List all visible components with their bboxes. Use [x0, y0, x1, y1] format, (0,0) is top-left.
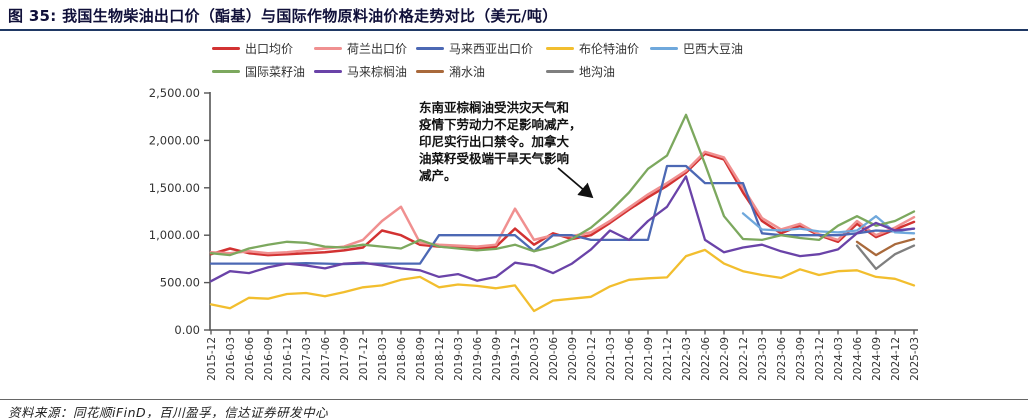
legend-item-2: 马来西亚出口价 [416, 40, 546, 57]
series-line-5 [209, 113, 916, 257]
x-axis-ticks: 2015-12 2016-03 2016-06 2016-09 2016-12 2017-… [206, 330, 921, 381]
legend-label: 潲水油 [449, 65, 486, 79]
x-tick-label: 2020-06 [548, 337, 560, 381]
figure-title: 图 35: 我国生物柴油出口价（酯基）与国际作物原料油价格走势对比（美元/吨） [8, 7, 558, 25]
legend-label: 马来西亚出口价 [449, 42, 534, 56]
x-tick-label: 2022-09 [719, 337, 731, 381]
y-tick-label: 500.00 [160, 276, 200, 290]
legend-line-marker [212, 46, 240, 51]
x-tick-label: 2024-03 [833, 337, 845, 381]
legend-line-marker [212, 69, 240, 74]
y-tick-label: 2,000.00 [149, 133, 200, 147]
x-tick-label: 2016-09 [263, 337, 275, 381]
x-tick-label: 2019-06 [472, 337, 484, 381]
chart-legend: 出口均价 荷兰出口价 马来西亚出口价 布伦特油价 巴西大豆油国际菜籽油 马来棕榈油 潲水油 地… [212, 40, 752, 80]
x-tick-label: 2023-03 [757, 337, 769, 381]
legend-item-1: 荷兰出口价 [314, 40, 416, 57]
legend-label: 布伦特油价 [579, 42, 640, 56]
x-tick-label: 2025-03 [909, 337, 921, 381]
y-tick-label: 1,500.00 [149, 181, 200, 195]
title-divider [0, 29, 1028, 31]
y-tick-label: 1,000.00 [149, 228, 200, 242]
legend-item-8: 地沟油 [546, 63, 650, 80]
x-tick-label: 2019-03 [453, 337, 465, 381]
legend-item-0: 出口均价 [212, 40, 314, 57]
x-tick-label: 2022-12 [738, 337, 750, 381]
series-line-2 [209, 164, 916, 266]
legend-label: 马来棕榈油 [347, 65, 408, 79]
x-tick-label: 2023-12 [814, 337, 826, 381]
x-tick-label: 2023-09 [795, 337, 807, 381]
x-tick-label: 2020-12 [586, 337, 598, 381]
x-tick-label: 2024-12 [890, 337, 902, 381]
legend-line-marker [650, 46, 678, 51]
y-tick-label: 2,500.00 [149, 86, 200, 100]
legend-line-marker [546, 46, 574, 51]
x-tick-label: 2017-06 [320, 337, 332, 381]
x-tick-label: 2024-06 [852, 337, 864, 381]
legend-line-marker [416, 69, 444, 74]
legend-item-7: 潲水油 [416, 63, 546, 80]
legend-line-marker [546, 69, 574, 74]
legend-label: 荷兰出口价 [347, 42, 408, 56]
x-tick-label: 2021-09 [643, 337, 655, 381]
legend-label: 地沟油 [579, 65, 616, 79]
legend-label: 国际菜籽油 [245, 65, 306, 79]
legend-line-marker [416, 46, 444, 51]
x-tick-label: 2018-03 [377, 337, 389, 381]
y-tick-label: 0.00 [174, 323, 200, 337]
x-tick-label: 2018-12 [434, 337, 446, 381]
legend-item-3: 布伦特油价 [546, 40, 650, 57]
source-note: 资料来源：同花顺iFinD，百川盈孚，信达证券研发中心 [8, 405, 329, 418]
annotation-arrow [557, 167, 594, 199]
x-tick-label: 2020-09 [567, 337, 579, 381]
source-divider [0, 399, 1028, 400]
x-tick-label: 2024-09 [871, 337, 883, 381]
legend-item-6: 马来棕榈油 [314, 63, 416, 80]
x-tick-label: 2019-12 [510, 337, 522, 381]
legend-line-marker [314, 46, 342, 51]
x-tick-label: 2021-12 [662, 337, 674, 381]
x-tick-label: 2018-06 [396, 337, 408, 381]
x-tick-label: 2016-06 [244, 337, 256, 381]
x-tick-label: 2019-09 [491, 337, 503, 381]
x-tick-label: 2022-06 [700, 337, 712, 381]
series-line-6 [209, 175, 916, 283]
x-tick-label: 2017-09 [339, 337, 351, 381]
series-line-7 [855, 237, 916, 257]
legend-item-5: 国际菜籽油 [212, 63, 314, 80]
x-tick-label: 2021-06 [624, 337, 636, 381]
x-tick-label: 2021-03 [605, 337, 617, 381]
legend-item-4: 巴西大豆油 [650, 40, 752, 57]
x-tick-label: 2017-12 [358, 337, 370, 381]
y-axis-ticks: 0.00 500.00 1,000.00 1,500.00 2,000.00 2,500.… [149, 86, 210, 337]
legend-label: 巴西大豆油 [683, 42, 744, 56]
x-tick-label: 2016-03 [225, 337, 237, 381]
x-tick-label: 2015-12 [206, 337, 218, 381]
x-tick-label: 2018-09 [415, 337, 427, 381]
x-tick-label: 2022-03 [681, 337, 693, 381]
legend-label: 出口均价 [245, 42, 294, 56]
x-tick-label: 2016-12 [282, 337, 294, 381]
series-line-8 [855, 244, 916, 271]
series-line-3 [209, 248, 916, 313]
x-tick-label: 2017-03 [301, 337, 313, 381]
chart-annotation-text: 东南亚棕榈油受洪灾天气和 疫情下劳动力不足影响减产， 印尼实行出口禁令。加拿大 … [419, 100, 582, 183]
x-tick-label: 2023-06 [776, 337, 788, 381]
x-tick-label: 2020-03 [529, 337, 541, 381]
legend-line-marker [314, 69, 342, 74]
